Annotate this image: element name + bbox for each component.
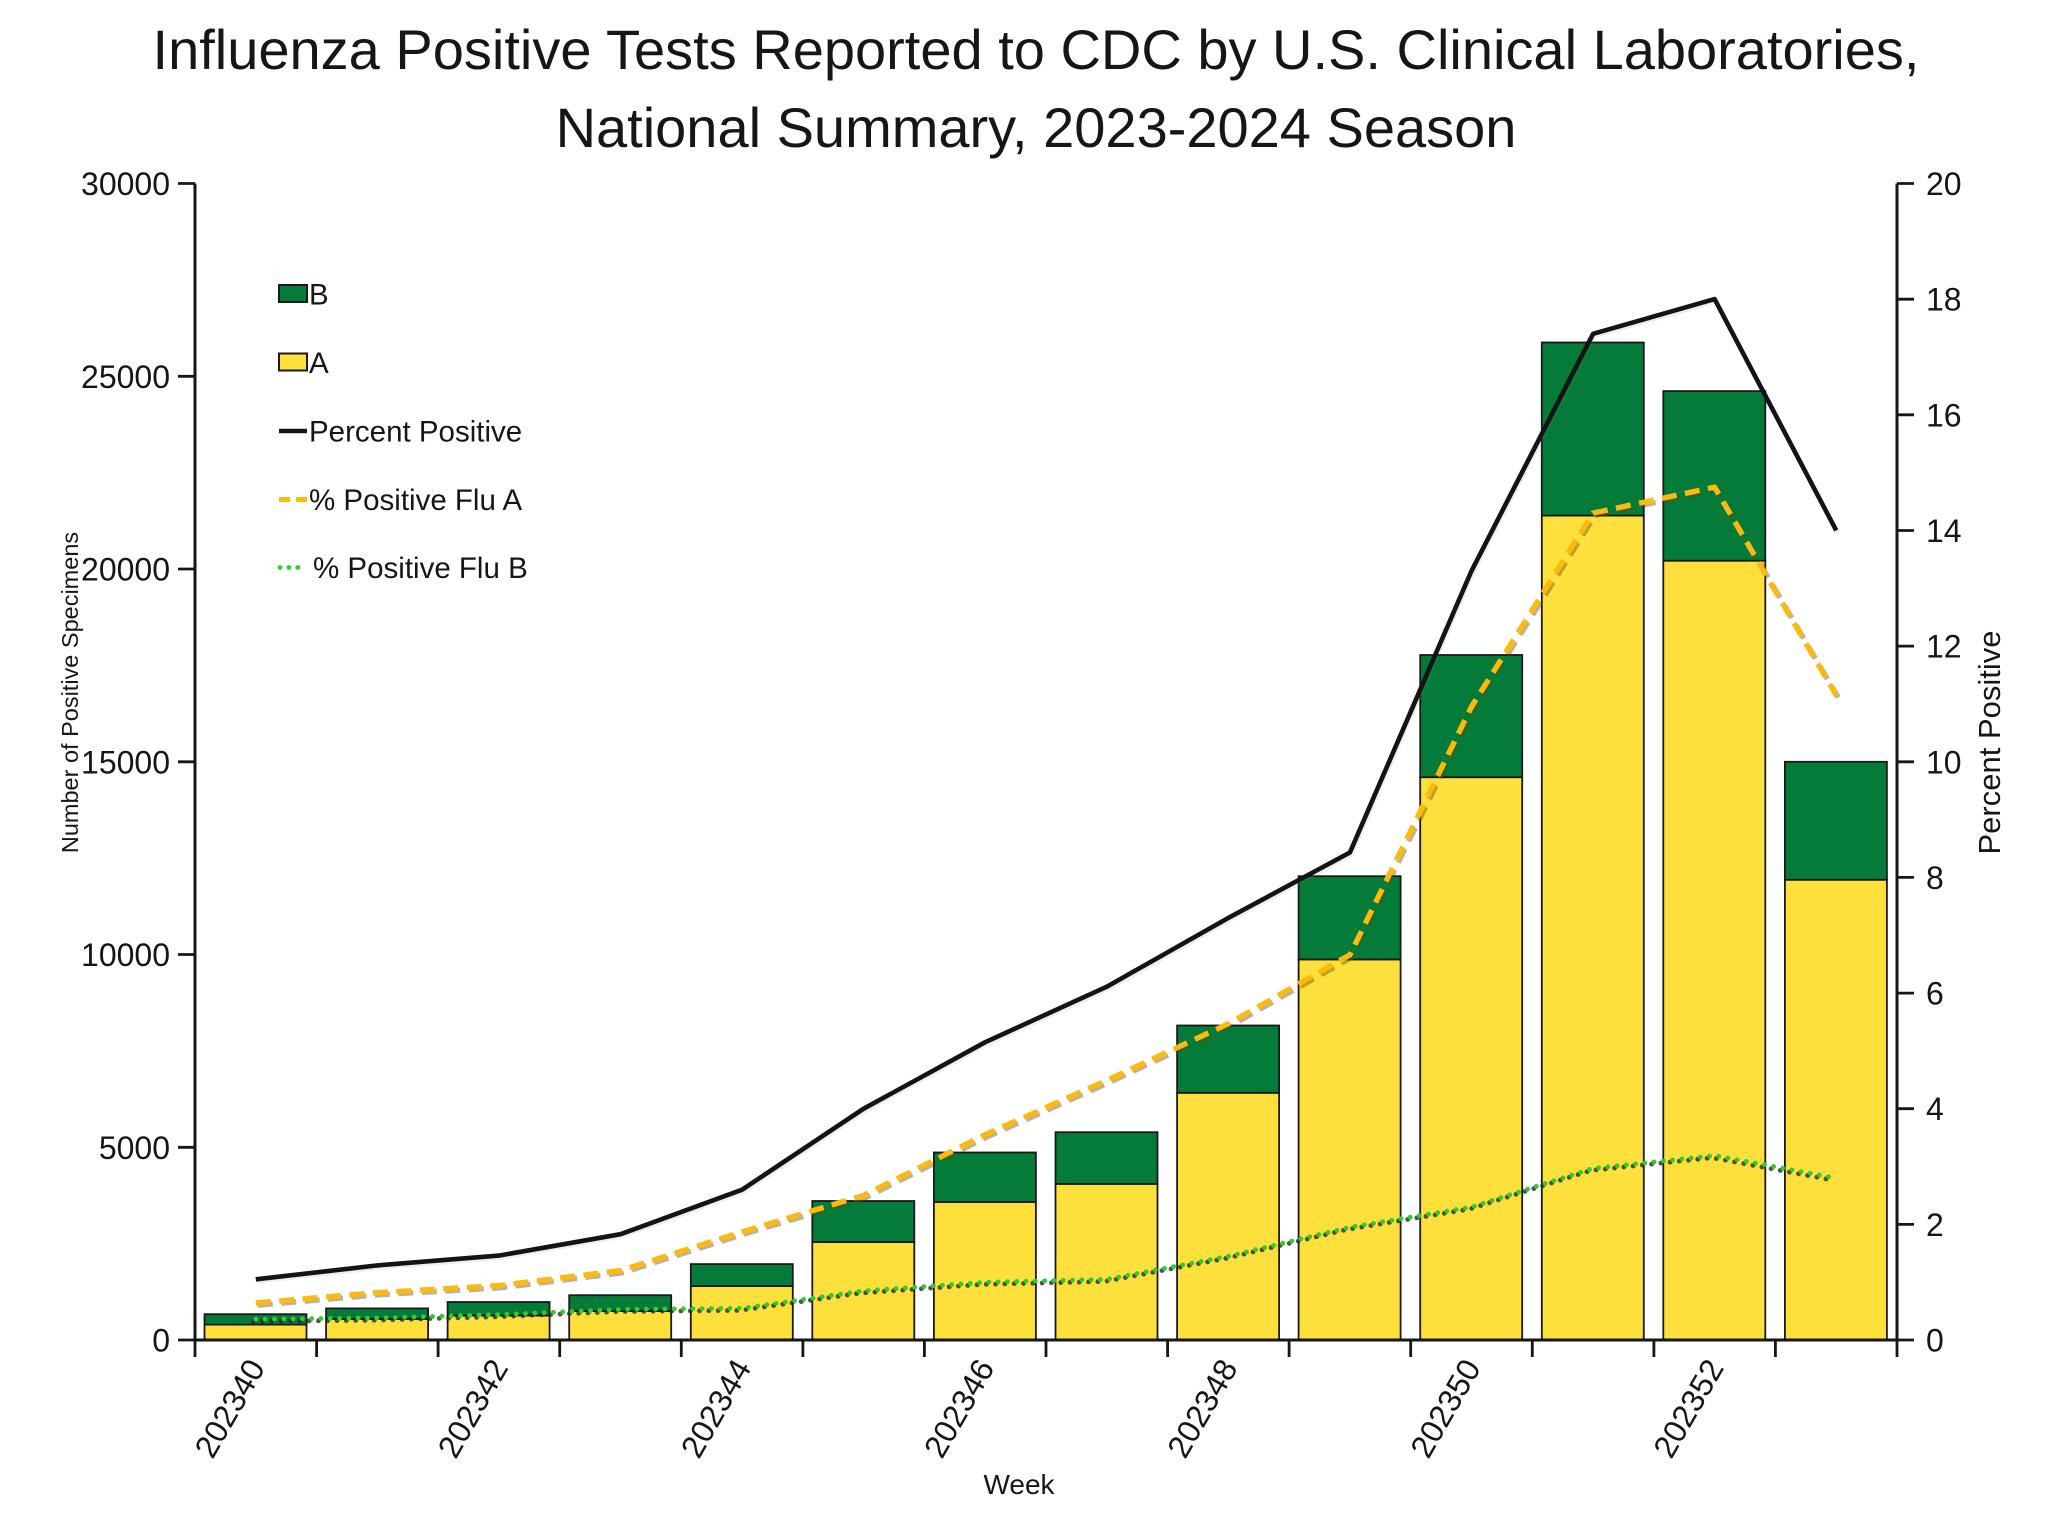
svg-text:20000: 20000 [81,552,170,588]
svg-text:Influenza Positive Tests Repor: Influenza Positive Tests Reported to CDC… [153,18,1920,81]
svg-text:14: 14 [1926,513,1962,549]
svg-text:Week: Week [983,1469,1055,1500]
svg-text:Percent Positive: Percent Positive [1972,631,2007,855]
svg-text:20: 20 [1926,166,1962,202]
svg-text:6: 6 [1926,976,1944,1012]
svg-text:12: 12 [1926,629,1962,665]
svg-text:B: B [309,279,329,312]
svg-text:% Positive Flu A: % Positive Flu A [309,484,522,517]
svg-text:10: 10 [1926,744,1962,780]
svg-text:4: 4 [1926,1091,1944,1127]
svg-text:Number of Positive Specimens: Number of Positive Specimens [57,532,83,853]
svg-text:15000: 15000 [81,744,170,780]
svg-text:25000: 25000 [81,359,170,395]
svg-text:National Summary, 2023-2024 Se: National Summary, 2023-2024 Season [556,96,1517,159]
svg-text:30000: 30000 [81,166,170,202]
svg-text:Percent Positive: Percent Positive [309,416,522,449]
svg-text:% Positive Flu B: % Positive Flu B [313,552,528,585]
svg-text:8: 8 [1926,860,1944,896]
svg-text:0: 0 [152,1323,170,1359]
svg-text:16: 16 [1926,397,1962,433]
svg-text:A: A [309,347,329,380]
svg-text:18: 18 [1926,282,1962,318]
svg-text:0: 0 [1926,1323,1944,1359]
svg-text:2: 2 [1926,1207,1944,1243]
svg-text:5000: 5000 [99,1130,170,1166]
svg-text:10000: 10000 [81,937,170,973]
